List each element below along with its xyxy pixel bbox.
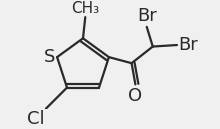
Text: Cl: Cl: [27, 110, 44, 128]
Text: O: O: [128, 87, 142, 105]
Text: Br: Br: [178, 36, 198, 54]
Text: Br: Br: [137, 7, 157, 25]
Text: CH₃: CH₃: [71, 1, 99, 16]
Text: S: S: [44, 48, 56, 66]
